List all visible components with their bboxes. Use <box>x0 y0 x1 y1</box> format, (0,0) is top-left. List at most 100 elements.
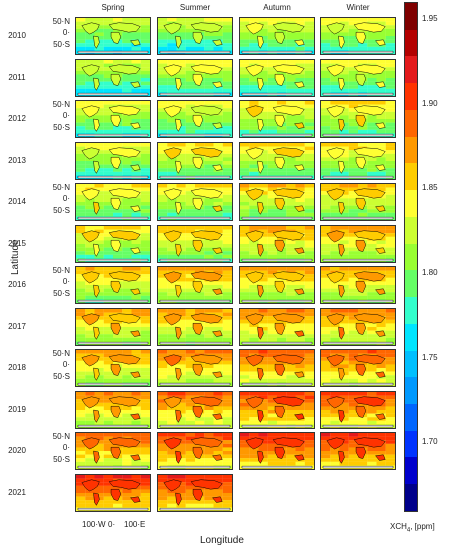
year-label-2011: 2011 <box>8 72 26 82</box>
lat-tick-50n: 50·N <box>52 17 70 26</box>
map-panel-2015-spring <box>75 224 151 263</box>
lat-tick-50s: 50·S <box>53 372 70 381</box>
colorbar-segment <box>405 216 417 244</box>
colorbar-segment <box>405 297 417 324</box>
map-panel-2012-winter <box>320 100 396 138</box>
lat-tick-0: 0· <box>62 28 70 37</box>
year-label-2013: 2013 <box>8 155 26 165</box>
map-panel-2016-summer <box>157 266 233 304</box>
colorbar-segment <box>405 243 417 271</box>
map-panel-2014-spring <box>75 183 151 221</box>
map-panel-2010-spring <box>75 17 151 55</box>
map-panel-2017-winter <box>320 307 396 346</box>
year-label-2019: 2019 <box>8 404 26 414</box>
season-header-spring: Spring <box>101 3 125 12</box>
map-panel-2017-summer <box>157 307 233 346</box>
map-panel-2020-summer <box>157 432 233 470</box>
map-panel-2020-winter <box>320 432 396 470</box>
lat-tick-50n: 50·N <box>52 100 70 109</box>
colorbar-segment <box>405 83 417 110</box>
lat-tick-50n: 50·N <box>52 349 70 358</box>
colorbar-segment <box>405 323 417 351</box>
colorbar-segment <box>405 350 417 378</box>
year-label-2015: 2015 <box>8 238 26 248</box>
colorbar-segment <box>405 190 417 217</box>
lat-tick-0: 0· <box>62 111 70 120</box>
map-panel-2010-autumn <box>239 17 315 55</box>
map-panel-2020-autumn <box>239 432 315 470</box>
map-panel-2011-winter <box>320 58 396 97</box>
lat-tick-0: 0· <box>62 443 70 452</box>
year-label-2017: 2017 <box>8 321 26 331</box>
colorbar-segment <box>405 377 417 405</box>
year-label-2020: 2020 <box>8 446 26 455</box>
season-header-autumn: Autumn <box>263 3 291 12</box>
year-label-2014: 2014 <box>8 197 26 206</box>
colorbar-tick: 1.85 <box>422 183 438 193</box>
map-panel-2019-summer <box>157 390 233 429</box>
lon-tick-100w: 100·W <box>82 520 106 529</box>
map-panel-2012-autumn <box>239 100 315 138</box>
map-panel-2015-autumn <box>239 224 315 263</box>
lat-tick-50n: 50·N <box>52 432 70 441</box>
map-panel-2019-winter <box>320 390 396 429</box>
lon-tick-0: 0· <box>108 520 116 529</box>
colorbar-segment <box>405 430 417 458</box>
map-panel-2012-spring <box>75 100 151 138</box>
colorbar-segment <box>405 270 417 298</box>
lat-tick-50n: 50·N <box>52 183 70 192</box>
map-panel-2015-winter <box>320 224 396 263</box>
year-label-2012: 2012 <box>8 114 26 123</box>
map-panel-2017-spring <box>75 307 151 346</box>
year-label-2016: 2016 <box>8 280 26 289</box>
colorbar-tick: 1.95 <box>422 13 438 23</box>
map-panel-2011-spring <box>75 58 151 97</box>
map-panel-2019-spring <box>75 390 151 429</box>
map-panel-2021-spring <box>75 473 151 512</box>
map-panel-2018-winter <box>320 349 396 387</box>
lon-tick-100e: 100·E <box>124 520 146 529</box>
map-panel-2020-spring <box>75 432 151 470</box>
map-panel-2019-autumn <box>239 390 315 429</box>
year-label-2010: 2010 <box>8 31 26 40</box>
colorbar-tick: 1.70 <box>422 437 438 447</box>
map-panel-2018-summer <box>157 349 233 387</box>
map-panel-2014-autumn <box>239 183 315 221</box>
colorbar-tick: 1.75 <box>422 352 438 362</box>
colorbar-segment <box>405 29 417 57</box>
season-header-summer: Summer <box>179 3 211 12</box>
colorbar-label: XCH4, [ppm] <box>390 522 435 534</box>
map-panel-2016-winter <box>320 266 396 304</box>
colorbar-segment <box>405 56 417 84</box>
map-panel-2013-spring <box>75 141 151 180</box>
map-panel-2010-summer <box>157 17 233 55</box>
map-panel-2013-autumn <box>239 141 315 180</box>
season-header-winter: Winter <box>346 3 370 12</box>
lat-tick-0: 0· <box>62 360 70 369</box>
colorbar-segment <box>405 484 417 511</box>
map-panel-2014-summer <box>157 183 233 221</box>
y-axis-title: Latitude <box>10 239 21 275</box>
map-panel-2013-summer <box>157 141 233 180</box>
colorbar-segment <box>405 109 417 137</box>
map-panel-2014-winter <box>320 183 396 221</box>
colorbar-segment <box>405 136 417 164</box>
map-panel-2017-autumn <box>239 307 315 346</box>
lat-tick-0: 0· <box>62 194 70 203</box>
year-label-2021: 2021 <box>8 487 26 497</box>
lat-tick-50s: 50·S <box>53 40 70 49</box>
lat-tick-50s: 50·S <box>53 206 70 215</box>
map-panel-2018-spring <box>75 349 151 387</box>
colorbar-tick: 1.90 <box>422 98 438 108</box>
map-panel-2016-spring <box>75 266 151 304</box>
colorbar-segment <box>405 163 417 191</box>
year-label-2018: 2018 <box>8 363 26 372</box>
map-panel-2021-summer <box>157 473 233 512</box>
map-panel-2016-autumn <box>239 266 315 304</box>
map-panel-2013-winter <box>320 141 396 180</box>
lat-tick-50s: 50·S <box>53 123 70 132</box>
colorbar-tick: 1.80 <box>422 267 438 277</box>
colorbar <box>404 2 418 512</box>
colorbar-segment <box>405 457 417 485</box>
lat-tick-50s: 50·S <box>53 455 70 464</box>
